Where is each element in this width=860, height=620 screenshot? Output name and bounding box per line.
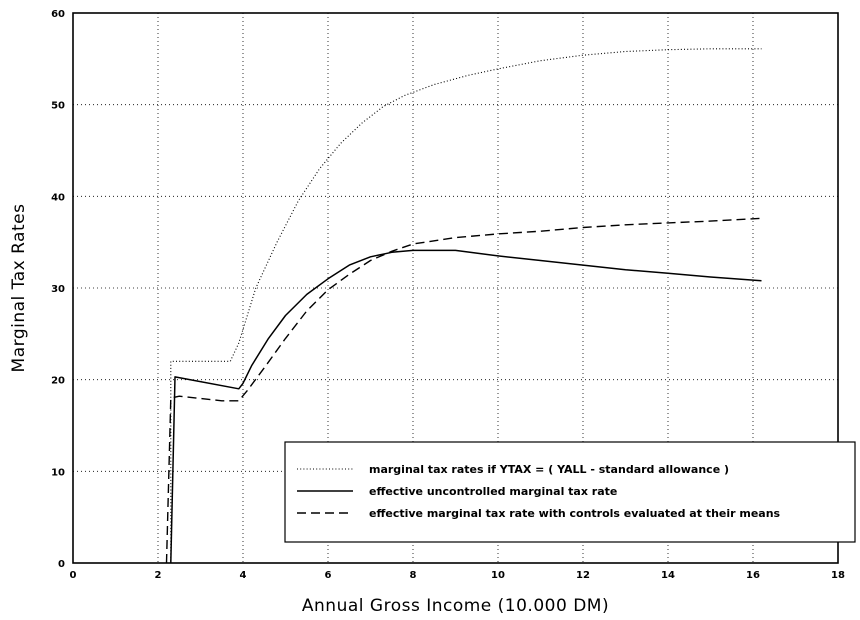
legend-box <box>284 441 856 543</box>
y-tick-labels: 0 10 20 30 40 50 60 <box>51 9 65 570</box>
x-tick-label: 4 <box>240 570 247 581</box>
x-axis-title: Annual Gross Income (10.000 DM) <box>302 596 609 616</box>
series-layer <box>160 48 762 564</box>
y-tick-label: 50 <box>51 101 65 112</box>
x-tick-labels: 0 2 4 6 8 10 12 14 16 18 <box>70 570 845 581</box>
x-tick-label: 2 <box>155 570 162 581</box>
x-tick-label: 8 <box>410 570 417 581</box>
y-tick-label: 60 <box>51 9 65 20</box>
y-tick-label: 20 <box>51 376 65 387</box>
y-tick-label: 40 <box>51 192 65 203</box>
y-axis-title: Marginal Tax Rates <box>9 204 29 373</box>
y-tick-label: 0 <box>58 559 65 570</box>
x-tick-label: 18 <box>831 570 845 581</box>
legend: marginal tax rates if YTAX = ( YALL - st… <box>284 441 856 543</box>
legend-label-3: effective marginal tax rate with control… <box>369 507 781 520</box>
legend-label-2: effective uncontrolled marginal tax rate <box>369 485 617 498</box>
x-tick-label: 0 <box>70 570 77 581</box>
y-tick-label: 30 <box>51 284 65 295</box>
legend-label-1: marginal tax rates if YTAX = ( YALL - st… <box>369 463 729 476</box>
x-tick-label: 6 <box>325 570 332 581</box>
legend-items: marginal tax rates if YTAX = ( YALL - st… <box>297 463 781 520</box>
y-tick-label: 10 <box>51 467 65 478</box>
series-line-2 <box>170 249 762 564</box>
series-line-1 <box>160 48 762 564</box>
plot-frame <box>72 12 839 564</box>
x-tick-label: 10 <box>491 570 505 581</box>
x-tick-label: 16 <box>746 570 760 581</box>
x-tick-label: 12 <box>576 570 590 581</box>
series-line-3 <box>165 217 762 564</box>
x-tick-label: 14 <box>661 570 675 581</box>
